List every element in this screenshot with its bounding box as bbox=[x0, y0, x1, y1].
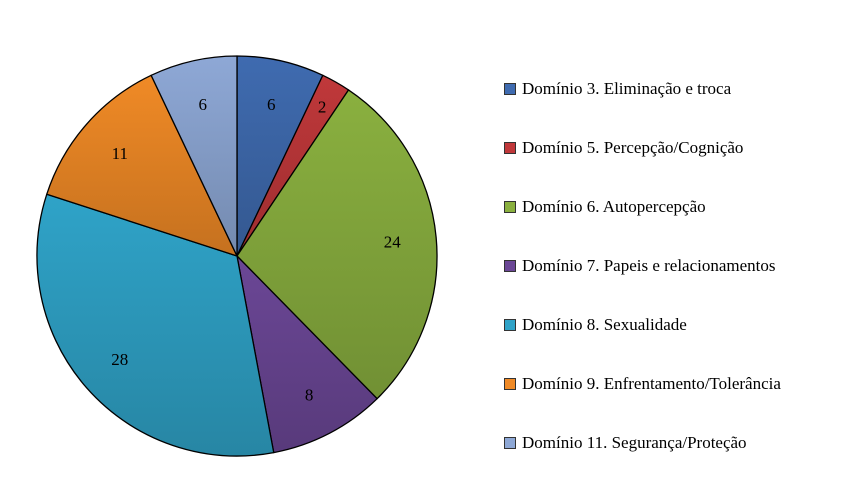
pie-slice-label-5: 28 bbox=[111, 350, 128, 369]
pie-slice-label-3: 24 bbox=[384, 233, 402, 252]
pie-slice-label-1: 6 bbox=[267, 95, 276, 114]
legend-item-7: Domínio 11. Segurança/Proteção bbox=[504, 432, 747, 454]
pie-slice-label-2: 2 bbox=[318, 98, 327, 117]
pie-slice-7 bbox=[150, 55, 238, 257]
legend-item-5: Domínio 8. Sexualidade bbox=[504, 314, 687, 336]
pie-slice-4 bbox=[236, 255, 378, 454]
legend-swatch bbox=[504, 83, 516, 95]
pie-slice-label-7: 6 bbox=[198, 95, 207, 114]
legend-swatch bbox=[504, 437, 516, 449]
legend-swatch bbox=[504, 142, 516, 154]
legend-swatch bbox=[504, 378, 516, 390]
legend-label: Domínio 11. Segurança/Proteção bbox=[522, 433, 747, 452]
legend-label: Domínio 9. Enfrentamento/Tolerância bbox=[522, 374, 781, 393]
pie-slice-5 bbox=[36, 193, 275, 457]
pie-slice-3 bbox=[236, 89, 438, 400]
pie-slice-label-6: 11 bbox=[112, 144, 128, 163]
legend-label: Domínio 3. Eliminação e troca bbox=[522, 79, 732, 98]
legend-item-3: Domínio 6. Autopercepção bbox=[504, 196, 706, 218]
pie-slice-label-4: 8 bbox=[305, 385, 314, 404]
legend-label: Domínio 6. Autopercepção bbox=[522, 197, 706, 216]
legend-swatch bbox=[504, 319, 516, 331]
legend-item-1: Domínio 3. Eliminação e troca bbox=[504, 78, 731, 100]
legend-item-2: Domínio 5. Percepção/Cognição bbox=[504, 137, 743, 159]
legend-swatch bbox=[504, 260, 516, 272]
legend-label: Domínio 8. Sexualidade bbox=[522, 315, 687, 334]
legend-label: Domínio 5. Percepção/Cognição bbox=[522, 138, 744, 157]
legend-label: Domínio 7. Papeis e relacionamentos bbox=[522, 256, 776, 275]
legend-item-6: Domínio 9. Enfrentamento/Tolerância bbox=[504, 373, 781, 395]
legend-item-4: Domínio 7. Papeis e relacionamentos bbox=[504, 255, 776, 277]
pie-slice-6 bbox=[46, 74, 238, 257]
legend-swatch bbox=[504, 201, 516, 213]
